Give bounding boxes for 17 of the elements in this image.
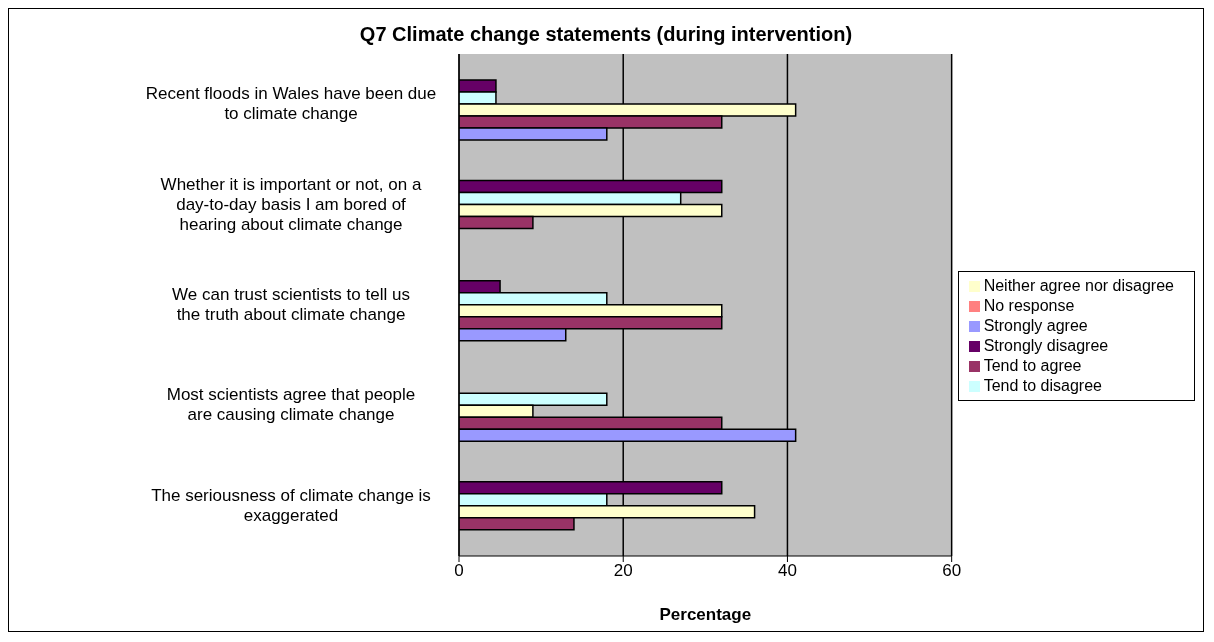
y-tick-label: Recent floods in Wales have been due to climate change xyxy=(145,84,437,124)
x-tick-label: 40 xyxy=(777,561,797,581)
legend-label: Tend to disagree xyxy=(983,377,1102,394)
y-tick-label: We can trust scientists to tell us the truth about climate change xyxy=(172,285,410,324)
y-tick-label: Most scientists agree that people are causing climate change xyxy=(166,385,416,425)
legend-label: Strongly agree xyxy=(983,317,1088,334)
chart-title: Q7 Climate change statements (during intervention) xyxy=(358,23,854,46)
legend-label: No response xyxy=(983,297,1075,314)
y-tick-label: The seriousness of climate change is exaggerated xyxy=(151,485,431,525)
x-tick-label: 0 xyxy=(454,561,464,581)
y-tick-label: Whether it is important or not, on a day-to-day basis I am bored of hearing about climate change xyxy=(160,174,422,234)
legend-label: Strongly disagree xyxy=(983,337,1109,354)
legend-label: Tend to agree xyxy=(983,357,1082,374)
x-tick-label: 60 xyxy=(942,561,962,581)
x-tick-label: 20 xyxy=(613,561,633,581)
legend-label: Neither agree nor disagree xyxy=(983,277,1174,294)
x-axis-title: Percentage xyxy=(659,605,752,625)
